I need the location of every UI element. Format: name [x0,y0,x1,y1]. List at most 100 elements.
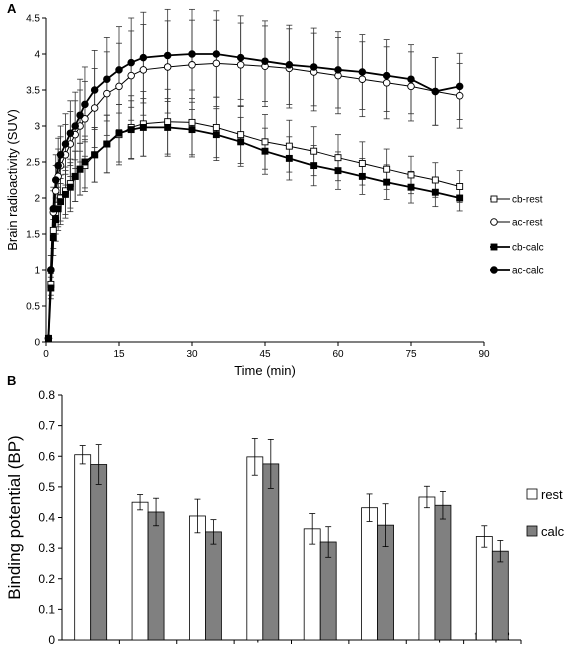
panel-a-y-tick-label: 1.5 [26,230,40,241]
data-point-ac-rest [163,63,172,71]
data-point-cb-calc [237,138,245,146]
data-point-ac-calc [61,140,70,148]
data-point-cb-calc [431,188,439,196]
data-point-ac-calc [90,86,99,94]
data-point-ac-calc [71,122,79,130]
data-point-cb-calc [407,183,415,191]
panel-a-x-tick-label: 15 [113,349,125,360]
legend-label-ac-rest: ac-rest [512,218,543,229]
bar-calc-ifroL [147,511,165,641]
data-point-ac-rest [51,187,60,195]
panel-a-y-tick-label: 3 [34,122,40,133]
panel-a-y-tick-label: 4 [34,50,40,61]
data-point-cb-calc [285,154,293,162]
data-point-cb-rest [407,171,415,179]
data-point-cb-rest [237,131,245,139]
data-point-cb-rest [310,147,318,155]
data-point-cb-rest [431,176,439,184]
data-point-ac-rest [455,92,464,100]
data-point-cb-rest [49,226,57,234]
legend-marker-ac-rest [490,218,498,226]
data-point-ac-calc [309,63,318,71]
panel-b-y-tick-label: 0.7 [38,419,55,433]
panel-b-y-tick-label: 0.6 [38,449,55,463]
data-point-cb-calc [71,172,79,180]
data-point-cb-rest [456,183,464,190]
bar-calc-ifroR [205,531,222,641]
data-point-cb-rest [261,138,269,146]
data-point-cb-rest [188,118,196,126]
data-point-ac-rest [382,79,391,87]
panel-a-x-tick-label: 45 [259,349,271,360]
data-point-cb-calc [139,123,147,131]
data-point-ac-calc [285,61,294,69]
data-point-ac-rest [236,61,245,69]
bar-rest-tempL [418,496,436,641]
panel-b-y-axis-title: Binding potential (BP) [5,435,24,599]
legend-marker-ac-calc [490,266,498,274]
panel-b-y-tick-label: 0.2 [38,572,55,586]
data-point-cb-calc [334,167,342,175]
panel-a-y-axis-title: Brain radioactivity (SUV) [5,109,20,251]
data-point-ac-calc [81,100,89,109]
bar-rest-sfroR [361,507,378,641]
data-point-ac-calc [49,205,58,213]
data-point-cb-calc [127,126,135,134]
data-point-ac-calc [163,51,172,60]
legend-label-rest: rest [541,487,563,502]
data-point-cb-calc [164,123,172,131]
data-point-cb-rest [334,154,342,162]
series-line-ac-calc [47,53,460,339]
panel-a-y-tick-label: 0 [34,338,40,349]
panel-a-x-axis-title: Time (min) [234,363,296,378]
panel-a-letter: A [7,1,17,16]
data-point-cb-calc [103,140,111,148]
panel-a-y-tick-label: 2 [34,194,40,205]
legend-label-ac-calc: ac-calc [512,266,544,277]
data-point-cb-calc [49,234,57,242]
data-point-ac-calc [103,75,111,83]
data-point-ac-calc [334,66,342,74]
data-point-cb-calc [261,147,269,155]
data-point-ac-calc [358,68,367,76]
legend-swatch-rest [526,488,538,500]
data-point-cb-rest [358,159,366,167]
data-point-ac-rest [127,71,135,80]
data-point-ac-calc [54,161,62,170]
data-point-ac-calc [51,176,60,184]
legend-label-cb-calc: cb-calc [512,243,544,254]
data-point-ac-calc [188,50,196,58]
panel-b-y-tick-label: 0.4 [38,511,55,525]
panel-a-y-tick-label: 0.5 [26,302,40,313]
panel-b-y-tick-label: 0.1 [38,602,55,616]
data-point-ac-rest [188,61,196,69]
bar-rest-ifroR [189,515,206,641]
panel-b-y-tick-label: 0.8 [38,388,55,402]
data-point-cb-calc [456,194,464,202]
data-point-cb-calc [310,162,318,170]
legend-label-cb-rest: cb-rest [512,195,543,206]
panel-a-x-tick-label: 30 [186,349,198,360]
panel-b-y-tick-label: 0.3 [38,541,55,555]
data-point-ac-rest [115,82,123,91]
series-line-cb-rest [47,121,460,339]
data-point-cb-calc [52,216,60,224]
bar-rest-ifroL [131,501,149,641]
bar-rest-pc [246,456,264,641]
data-point-cb-rest [383,165,391,173]
bar-calc-ac [90,464,108,641]
data-point-ac-rest [139,66,148,74]
data-point-ac-calc [47,266,55,274]
legend-marker-cb-calc [490,243,498,251]
panel-b-letter: B [7,373,16,388]
series-line-cb-calc [47,126,460,339]
legend-swatch-calc [526,525,538,537]
data-point-ac-calc [431,87,440,96]
data-point-ac-rest [81,115,89,123]
bar-calc-tempR [491,550,509,641]
panel-b-y-tick-label: 0.5 [38,480,55,494]
data-point-cb-rest [164,118,172,126]
data-point-ac-calc [127,58,135,67]
data-point-ac-rest [407,82,415,91]
